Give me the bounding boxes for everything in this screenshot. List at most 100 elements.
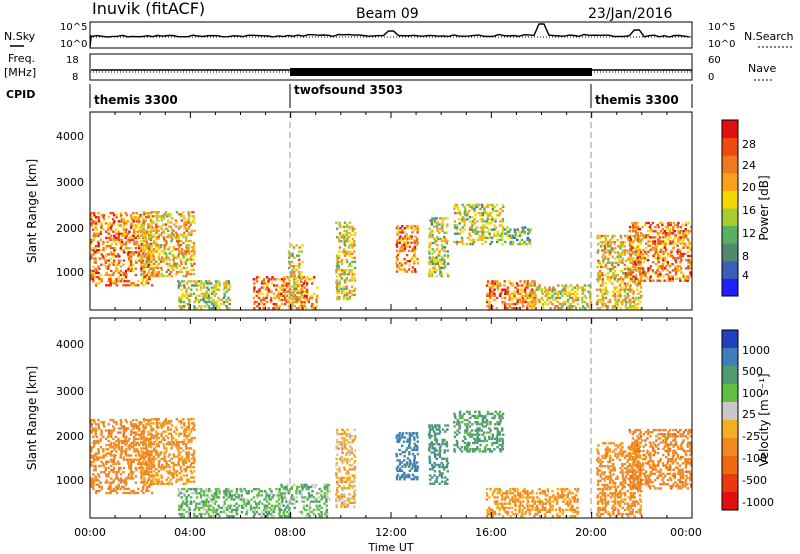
power-cell xyxy=(611,307,615,310)
power-cell xyxy=(543,286,547,289)
power-cell xyxy=(680,271,683,274)
velocity-cell xyxy=(180,420,183,423)
power-cell xyxy=(548,292,551,295)
velocity-cell xyxy=(115,446,118,449)
power-cell xyxy=(574,296,578,300)
power-cell xyxy=(674,236,677,239)
power-cell xyxy=(119,216,122,219)
power-cell xyxy=(524,226,527,229)
velocity-cell xyxy=(150,483,153,486)
power-cell xyxy=(102,240,105,244)
velocity-cell xyxy=(162,443,165,446)
power-cell xyxy=(633,298,636,302)
power-cell xyxy=(212,305,216,308)
power-cell xyxy=(488,234,492,237)
nsky-trace xyxy=(89,23,690,48)
power-cell xyxy=(581,305,585,308)
velocity-cell xyxy=(130,431,133,434)
velocity-cell xyxy=(301,512,304,516)
power-cell xyxy=(636,256,639,260)
velocity-cell xyxy=(326,485,329,489)
power-cell xyxy=(676,277,679,280)
power-cell xyxy=(628,269,631,272)
power-cell xyxy=(439,258,442,261)
power-cell xyxy=(285,300,288,304)
power-cell xyxy=(679,267,683,270)
power-cell xyxy=(130,234,134,237)
power-cell xyxy=(551,302,554,306)
power-cell xyxy=(528,296,531,300)
velocity-cell xyxy=(178,472,181,475)
power-cell xyxy=(291,254,294,257)
velocity-cell xyxy=(192,449,196,452)
power-cell xyxy=(453,224,456,227)
velocity-cell xyxy=(102,435,105,438)
power-cell xyxy=(345,252,348,255)
power-cell xyxy=(276,294,279,297)
power-cell xyxy=(97,216,100,219)
velocity-cell xyxy=(488,448,492,451)
power-cell xyxy=(619,241,623,244)
power-cell xyxy=(127,251,131,254)
power-cell xyxy=(626,259,629,262)
power-cell xyxy=(494,226,497,229)
power-cell xyxy=(554,305,557,308)
power-cell xyxy=(213,284,216,287)
power-cell xyxy=(161,256,164,259)
velocity-cell xyxy=(441,480,444,483)
velocity-cell xyxy=(90,450,93,453)
velocity-cell xyxy=(308,502,312,505)
velocity-cell xyxy=(461,416,464,420)
velocity-cell xyxy=(287,508,291,512)
velocity-cell xyxy=(257,506,261,510)
power-cell xyxy=(494,209,497,213)
power-cell xyxy=(509,282,512,285)
power-cell xyxy=(486,218,489,221)
power-cell xyxy=(597,243,600,246)
velocity-cell xyxy=(351,487,354,490)
power-cell xyxy=(588,290,592,293)
power-cell xyxy=(631,305,635,308)
power-cell xyxy=(90,273,93,277)
velocity-cell xyxy=(225,490,228,493)
power-cell xyxy=(614,251,617,254)
velocity-cell xyxy=(445,443,449,446)
power-cell xyxy=(471,207,474,211)
power-cell xyxy=(468,232,471,235)
power-cell xyxy=(586,284,590,287)
velocity-cell xyxy=(132,460,135,463)
velocity-cell xyxy=(250,498,253,501)
power-cell xyxy=(597,298,600,302)
power-cell xyxy=(488,232,491,235)
velocity-cell xyxy=(134,437,137,441)
power-cell xyxy=(484,211,487,215)
velocity-cell xyxy=(143,478,146,481)
power-cell xyxy=(629,288,632,291)
velocity-cell xyxy=(163,459,166,463)
velocity-cell xyxy=(207,496,210,499)
velocity-cell xyxy=(348,501,351,504)
velocity-cell xyxy=(335,447,338,450)
power-cell xyxy=(641,225,644,229)
power-cell xyxy=(218,307,221,310)
velocity-cell xyxy=(105,462,108,466)
power-cell xyxy=(293,275,296,278)
velocity-cell xyxy=(264,510,268,514)
power-cell xyxy=(165,274,169,278)
power-cell xyxy=(223,284,226,287)
power-cell xyxy=(436,244,439,247)
power-cell xyxy=(395,260,398,263)
power-cell xyxy=(609,276,613,279)
velocity-cell xyxy=(351,464,354,467)
power-cell xyxy=(553,288,556,291)
power-cell xyxy=(606,261,610,264)
power-cell xyxy=(310,278,313,281)
velocity-cell xyxy=(328,490,331,493)
velocity-cell xyxy=(108,471,111,474)
power-cell xyxy=(641,273,644,276)
power-cell xyxy=(428,272,431,276)
power-cell xyxy=(97,275,100,279)
power-cell xyxy=(609,241,612,244)
power-cell xyxy=(622,298,625,302)
velocity-cell xyxy=(310,510,314,514)
